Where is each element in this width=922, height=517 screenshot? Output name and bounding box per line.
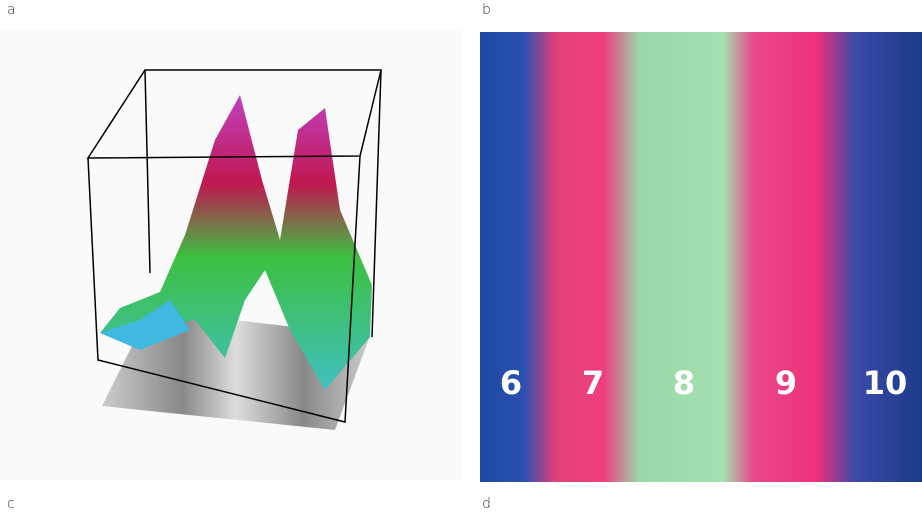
lane-labels: 6 7 8 9 10 bbox=[500, 364, 908, 402]
bounding-box bbox=[86, 69, 382, 423]
surface-edge bbox=[100, 300, 190, 350]
surface-plot bbox=[0, 30, 462, 480]
panel-label: d bbox=[482, 496, 491, 512]
lane-label: 10 bbox=[863, 364, 908, 402]
panel-label: c bbox=[7, 496, 15, 512]
lane-label: 9 bbox=[775, 364, 797, 402]
lane-label: 7 bbox=[582, 364, 604, 402]
lane-label: 6 bbox=[500, 364, 522, 402]
lane-image bbox=[480, 32, 922, 482]
panel-label: a bbox=[7, 2, 16, 18]
lane-label: 8 bbox=[673, 364, 695, 402]
panel-label: b bbox=[482, 2, 491, 18]
